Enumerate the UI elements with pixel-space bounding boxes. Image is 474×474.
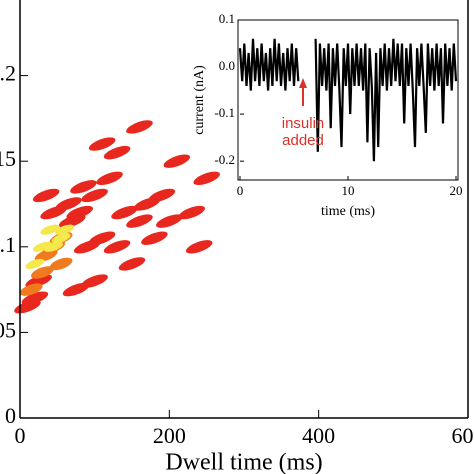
contour-blob [40,205,67,220]
contour-blob [148,188,176,203]
annotation-arrowhead [299,78,307,88]
contour-blob [185,240,213,254]
contour-blob [118,257,146,271]
contour-blob [32,188,60,203]
annotation: added [282,132,324,149]
contour-blob [55,224,75,235]
current-trace [238,38,458,162]
x-axis-label: time (ms) [321,204,375,219]
contour-blob [40,224,60,235]
contour-blob [88,231,116,245]
contour-blob [19,283,43,296]
annotation: insulin [282,115,325,132]
x-tick-label: 200 [153,423,186,448]
x-tick-label: 10 [342,183,355,198]
contour-blob [193,171,220,186]
x-tick-label: 0 [237,183,244,198]
contour-blob [21,291,49,305]
y-tick-label: 0.0 [219,58,235,73]
contour-blob [25,258,45,270]
x-tick-label: 400 [302,423,335,448]
y-tick-label: 0.15 [0,146,16,171]
y-tick-label: 0.1 [0,232,16,257]
contour-blob [103,240,131,254]
x-tick-label: 600 [452,423,474,448]
contour-blob [111,205,138,220]
contour-blob [66,205,93,220]
contour-blob [88,137,116,151]
contour-blob [32,241,52,252]
contour-blob [62,282,90,297]
y-tick-label: 0.05 [0,317,16,342]
contour-blob [51,233,71,244]
x-tick-label: 0 [15,423,26,448]
contour-blob [49,257,73,271]
y-tick-label: 0.2 [0,61,16,86]
contour-blob [126,120,153,134]
y-axis-label: current (nA) [192,65,207,135]
contour-blob [81,188,108,203]
contour-blob [70,180,97,194]
y-tick-label: -0.1 [214,105,235,120]
y-tick-label: -0.2 [214,152,235,167]
contour-blob [178,205,205,220]
y-tick-label: 0 [5,403,16,428]
contour-blob [126,214,153,228]
contour-blob [30,266,54,279]
contour-blob [141,231,168,245]
contour-blob [96,171,123,186]
contour-blob [103,145,131,160]
x-axis-label: Dwell time (ms) [165,450,322,474]
y-tick-label: 0.1 [219,11,235,26]
contour-blob [163,154,191,168]
contour-blob [44,241,64,252]
x-tick-label: 20 [450,183,463,198]
contour-blob [156,214,183,228]
